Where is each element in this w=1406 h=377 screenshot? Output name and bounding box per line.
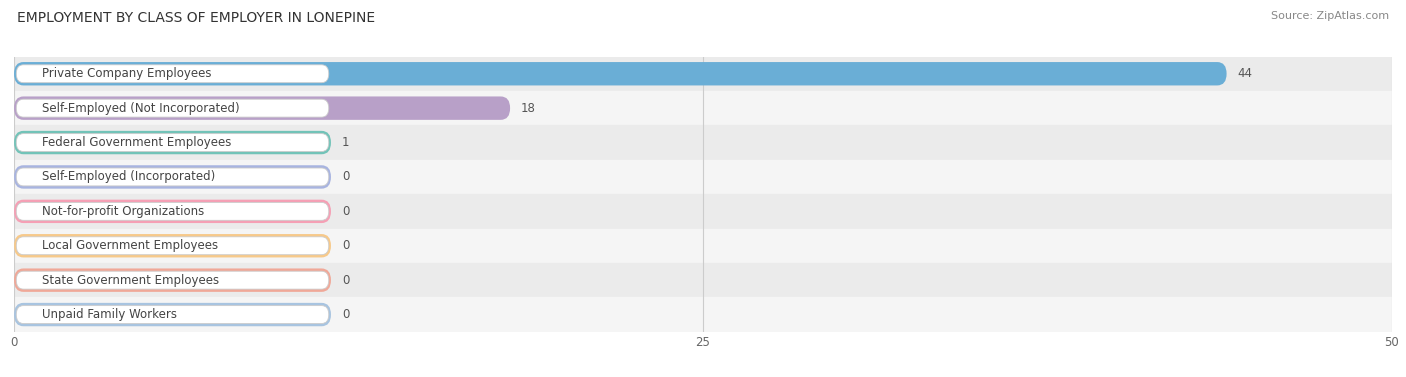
- Text: 0: 0: [342, 274, 349, 287]
- Text: EMPLOYMENT BY CLASS OF EMPLOYER IN LONEPINE: EMPLOYMENT BY CLASS OF EMPLOYER IN LONEP…: [17, 11, 375, 25]
- FancyBboxPatch shape: [14, 268, 330, 292]
- Bar: [14, 126, 1392, 160]
- FancyBboxPatch shape: [17, 65, 329, 83]
- Text: Unpaid Family Workers: Unpaid Family Workers: [42, 308, 177, 321]
- FancyBboxPatch shape: [14, 131, 330, 154]
- Bar: [14, 91, 1392, 126]
- Text: Self-Employed (Incorporated): Self-Employed (Incorporated): [42, 170, 215, 184]
- FancyBboxPatch shape: [14, 97, 510, 120]
- Bar: [14, 57, 1392, 91]
- Text: State Government Employees: State Government Employees: [42, 274, 219, 287]
- Text: 0: 0: [342, 308, 349, 321]
- FancyBboxPatch shape: [14, 62, 1226, 86]
- FancyBboxPatch shape: [14, 200, 330, 223]
- Text: 0: 0: [342, 205, 349, 218]
- FancyBboxPatch shape: [17, 306, 329, 323]
- FancyBboxPatch shape: [17, 99, 329, 117]
- Text: Local Government Employees: Local Government Employees: [42, 239, 218, 252]
- FancyBboxPatch shape: [17, 237, 329, 255]
- FancyBboxPatch shape: [17, 168, 329, 186]
- Text: 18: 18: [522, 102, 536, 115]
- Text: 1: 1: [342, 136, 350, 149]
- FancyBboxPatch shape: [14, 303, 330, 326]
- FancyBboxPatch shape: [17, 271, 329, 289]
- Text: 0: 0: [342, 170, 349, 184]
- Text: 0: 0: [342, 239, 349, 252]
- Text: Not-for-profit Organizations: Not-for-profit Organizations: [42, 205, 204, 218]
- FancyBboxPatch shape: [14, 234, 330, 257]
- Text: 44: 44: [1237, 67, 1253, 80]
- FancyBboxPatch shape: [17, 133, 329, 152]
- Bar: [14, 228, 1392, 263]
- FancyBboxPatch shape: [17, 202, 329, 220]
- Bar: [14, 194, 1392, 228]
- Bar: [14, 160, 1392, 194]
- Text: Self-Employed (Not Incorporated): Self-Employed (Not Incorporated): [42, 102, 239, 115]
- FancyBboxPatch shape: [14, 165, 330, 188]
- Text: Private Company Employees: Private Company Employees: [42, 67, 211, 80]
- Bar: [14, 263, 1392, 297]
- Bar: [14, 297, 1392, 332]
- Text: Source: ZipAtlas.com: Source: ZipAtlas.com: [1271, 11, 1389, 21]
- Text: Federal Government Employees: Federal Government Employees: [42, 136, 231, 149]
